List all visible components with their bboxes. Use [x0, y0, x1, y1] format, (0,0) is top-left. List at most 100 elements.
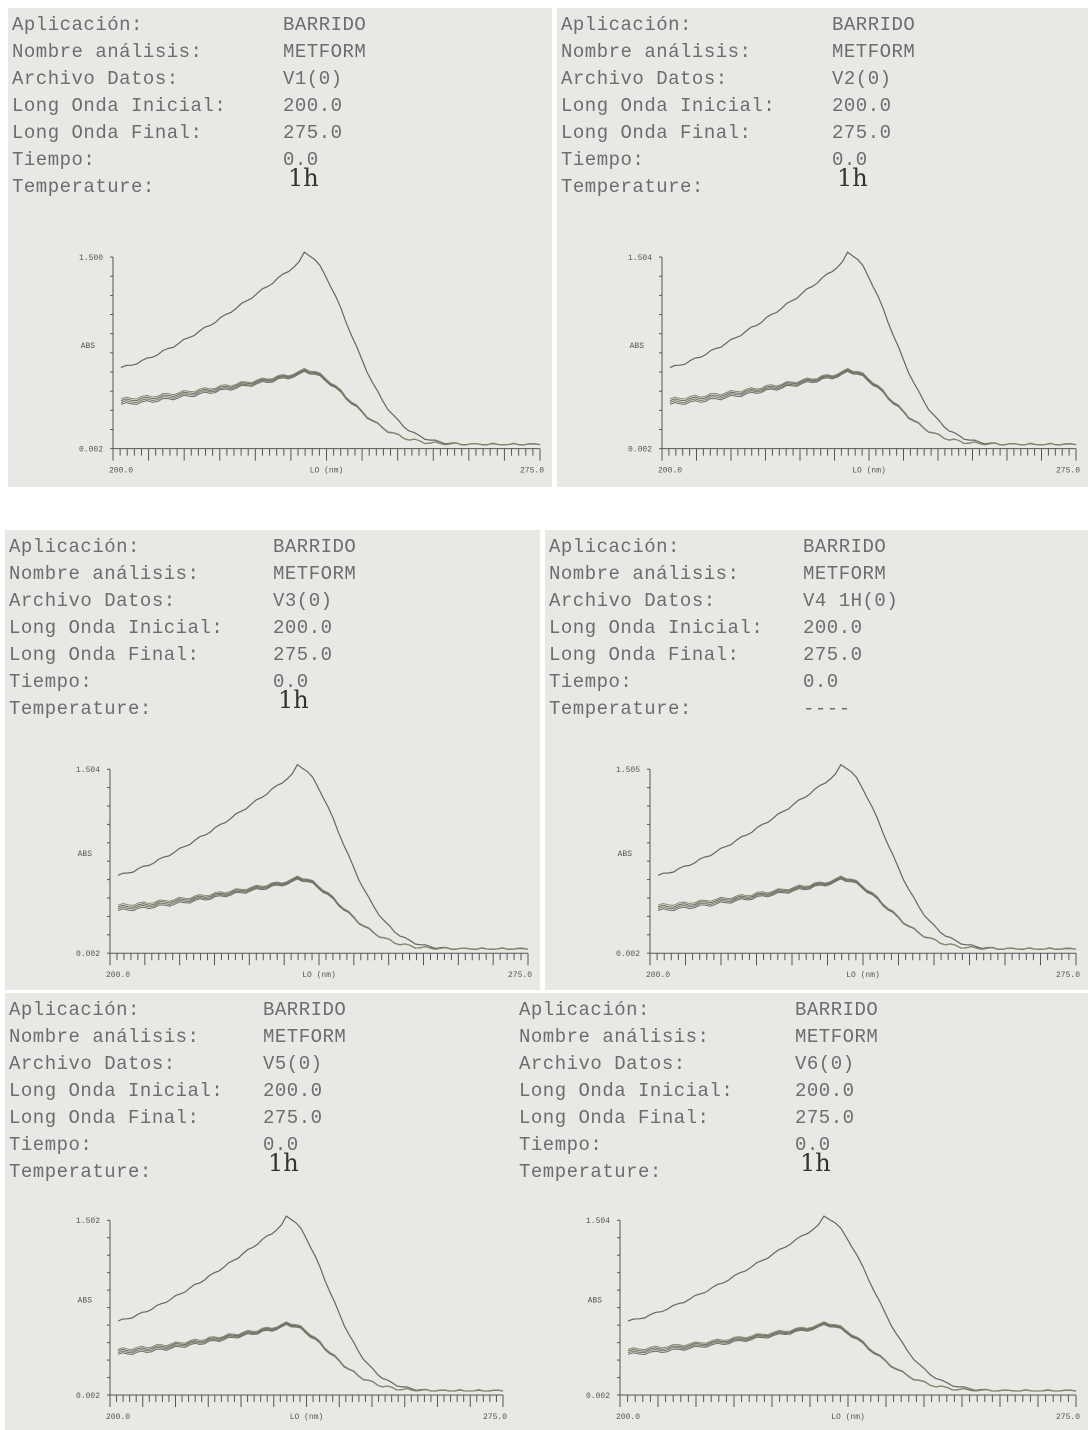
page: Aplicación: BARRIDO Nombre análisis: METFOR… [0, 0, 1088, 1430]
field-value: METFORM [803, 563, 886, 585]
x-axis-right-label: 275.0 [1056, 971, 1080, 980]
field-value: BARRIDO [803, 536, 886, 558]
y-axis-bottom-label: 0.002 [616, 950, 640, 959]
field-label: Nombre análisis: [519, 1026, 709, 1048]
field-value: 275.0 [832, 122, 892, 144]
field-label: Long Onda Inicial: [9, 1080, 223, 1102]
field-value: 275.0 [273, 644, 333, 666]
y-axis-title: ABS [78, 1297, 93, 1306]
field-label: Nombre análisis: [9, 1026, 199, 1048]
field-label: Tiempo: [9, 1134, 92, 1156]
y-axis-top-label: 1.504 [76, 766, 100, 775]
field-label: Aplicación: [561, 14, 692, 36]
x-axis-left-label: 200.0 [646, 971, 670, 980]
scan-panel: Aplicación:BARRIDONombre análisis:METFOR… [5, 530, 540, 990]
field-label: Long Onda Inicial: [549, 617, 763, 639]
field-label: Tiempo: [9, 671, 92, 693]
field-label: Archivo Datos: [9, 590, 176, 612]
field-label: Archivo Datos: [519, 1053, 686, 1075]
y-axis-top-label: 1.505 [616, 766, 640, 775]
field-value: V6(0) [795, 1053, 855, 1075]
field-value: 275.0 [283, 122, 343, 144]
field-value: 200.0 [263, 1080, 323, 1102]
field-label: Nombre análisis: [9, 563, 199, 585]
x-axis-left-label: 200.0 [106, 971, 130, 980]
field-value: METFORM [283, 41, 366, 63]
x-axis-left-label: 200.0 [658, 467, 682, 476]
field-label: Long Onda Final: [12, 122, 202, 144]
x-axis-left-label: 200.0 [616, 1413, 640, 1422]
field-value: 200.0 [795, 1080, 855, 1102]
handwritten-value: 1h [837, 164, 868, 192]
field-label: Aplicación: [519, 999, 650, 1021]
field-label: Tiempo: [549, 671, 632, 693]
field-label: Aplicación: [12, 14, 143, 36]
y-axis-title: ABS [78, 850, 93, 859]
field-label: Long Onda Final: [519, 1107, 709, 1129]
field-label: Archivo Datos: [549, 590, 716, 612]
y-axis-bottom-label: 0.002 [628, 446, 652, 455]
x-axis-right-label: 275.0 [520, 467, 544, 476]
field-value: 275.0 [795, 1107, 855, 1129]
field-label: Archivo Datos: [561, 68, 728, 90]
field-label: Nombre análisis: [12, 41, 202, 63]
handwritten-value: 1h [800, 1149, 831, 1177]
field-label: Temperature: [519, 1161, 662, 1183]
field-value: BARRIDO [832, 14, 915, 36]
scan-panel: Aplicación: BARRIDO Nombre análisis: METFOR… [557, 8, 1088, 487]
field-value: 200.0 [283, 95, 343, 117]
field-label: Long Onda Inicial: [12, 95, 226, 117]
field-label: Long Onda Inicial: [561, 95, 775, 117]
y-axis-title: ABS [618, 850, 633, 859]
field-value: METFORM [263, 1026, 346, 1048]
y-axis-bottom-label: 0.002 [76, 950, 100, 959]
field-value: METFORM [795, 1026, 878, 1048]
y-axis-bottom-label: 0.002 [76, 1392, 100, 1401]
field-value: BARRIDO [283, 14, 366, 36]
field-label: Nombre análisis: [561, 41, 751, 63]
x-axis-title: LO (nm) [852, 467, 886, 476]
x-axis-right-label: 275.0 [508, 971, 532, 980]
field-value: V3(0) [273, 590, 333, 612]
field-value: METFORM [832, 41, 915, 63]
x-axis-right-label: 275.0 [483, 1413, 507, 1422]
x-axis-title: LO (nm) [846, 971, 880, 980]
y-axis-title: ABS [81, 342, 96, 351]
x-axis-left-label: 200.0 [109, 467, 133, 476]
field-label: Tiempo: [12, 149, 95, 171]
y-axis-title: ABS [588, 1297, 603, 1306]
handwritten-value: 1h [268, 1149, 299, 1177]
field-label: Nombre análisis: [549, 563, 739, 585]
x-axis-title: LO (nm) [310, 467, 344, 476]
field-value: 275.0 [803, 644, 863, 666]
field-label: Temperature: [549, 698, 692, 720]
handwritten-value: 1h [288, 164, 319, 192]
field-value: 200.0 [273, 617, 333, 639]
field-label: Temperature: [12, 176, 155, 198]
x-axis-title: LO (nm) [302, 971, 336, 980]
field-label: Aplicación: [9, 536, 140, 558]
field-label: Long Onda Final: [549, 644, 739, 666]
field-value: METFORM [273, 563, 356, 585]
x-axis-left-label: 200.0 [106, 1413, 130, 1422]
y-axis-top-label: 1.500 [79, 254, 103, 263]
y-axis-top-label: 1.504 [586, 1217, 610, 1226]
field-value: ---- [803, 698, 851, 720]
y-axis-top-label: 1.502 [76, 1217, 100, 1226]
field-label: Long Onda Final: [9, 1107, 199, 1129]
y-axis-bottom-label: 0.002 [586, 1392, 610, 1401]
field-value: 200.0 [832, 95, 892, 117]
field-value: 200.0 [803, 617, 863, 639]
field-value: V1(0) [283, 68, 343, 90]
scan-panel: Aplicación: BARRIDO Nombre análisis: METFOR… [8, 8, 552, 487]
field-label: Long Onda Inicial: [9, 617, 223, 639]
y-axis-title: ABS [630, 342, 645, 351]
x-axis-right-label: 275.0 [1056, 467, 1080, 476]
field-value: BARRIDO [263, 999, 346, 1021]
x-axis-title: LO (nm) [290, 1413, 324, 1422]
field-label: Temperature: [9, 1161, 152, 1183]
field-label: Archivo Datos: [9, 1053, 176, 1075]
